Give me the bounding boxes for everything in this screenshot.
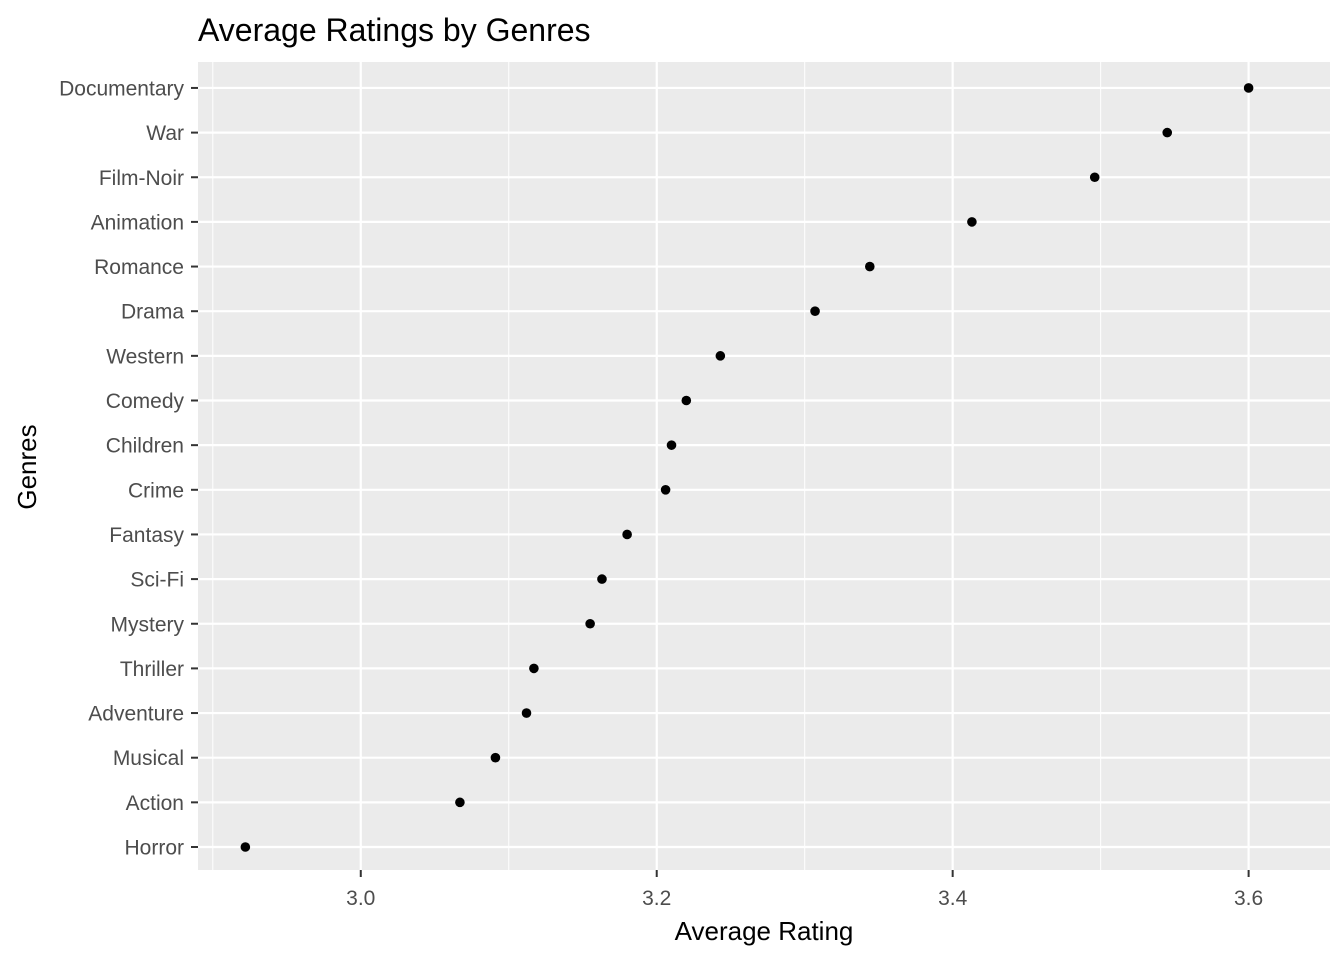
data-point-comedy [681, 395, 692, 406]
y-axis-title: Genres [12, 424, 42, 509]
y-tick-label: Musical [113, 747, 184, 770]
data-point-adventure [521, 708, 532, 718]
data-point-romance [865, 261, 875, 272]
data-point-action [455, 797, 465, 808]
data-point-animation [967, 217, 977, 227]
y-tick-label: Comedy [106, 390, 185, 413]
chart-title: Average Ratings by Genres [198, 12, 591, 48]
x-tick-label: 3.4 [938, 887, 968, 910]
major-gridlines [198, 62, 1330, 870]
data-point-war [1162, 127, 1173, 138]
data-point-documentary [1243, 83, 1254, 93]
y-tick-label: Children [106, 435, 184, 458]
y-tick-label: Romance [94, 256, 184, 279]
y-tick-label: Crime [128, 479, 184, 502]
y-tick-label: Horror [124, 837, 184, 860]
y-tick-label: Action [126, 792, 184, 815]
x-axis: 3.0 3.2 3.4 3.6 [346, 870, 1263, 910]
data-point-children [666, 440, 677, 450]
x-tick-label: 3.2 [642, 887, 671, 910]
x-axis-title: Average Rating [675, 916, 854, 946]
y-tick-label: Western [106, 345, 184, 368]
y-axis: Horror Action Musical Adventure Thriller Myst… [59, 77, 198, 860]
plot-panel [198, 62, 1330, 870]
y-tick-label: Mystery [111, 613, 185, 636]
x-tick-label: 3.6 [1234, 887, 1263, 910]
data-point-western [715, 351, 726, 361]
y-tick-label: Animation [91, 211, 184, 234]
y-tick-label: War [146, 122, 184, 145]
data-point-sci-fi [597, 574, 607, 584]
x-tick-label: 3.0 [346, 887, 375, 910]
data-point-horror [240, 842, 251, 852]
data-point-thriller [529, 663, 539, 674]
y-tick-label: Film-Noir [99, 167, 184, 190]
y-tick-label: Sci-Fi [130, 569, 184, 592]
data-point-drama [810, 306, 820, 317]
y-tick-label: Adventure [88, 703, 184, 726]
data-points [240, 83, 1254, 852]
y-tick-label: Thriller [120, 658, 184, 681]
y-tick-label: Fantasy [109, 524, 184, 547]
data-point-fantasy [622, 529, 632, 540]
data-point-crime [660, 485, 671, 495]
data-point-film-noir [1089, 172, 1100, 183]
minor-gridlines [212, 62, 1102, 870]
y-tick-label: Documentary [59, 77, 184, 100]
y-tick-label: Drama [121, 301, 184, 324]
data-point-mystery [585, 618, 595, 629]
data-point-musical [490, 752, 501, 763]
